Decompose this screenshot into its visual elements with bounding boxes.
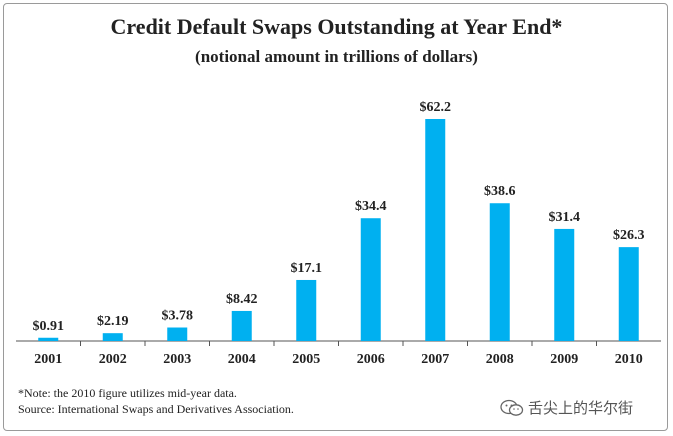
- data-label-2008: $38.6: [484, 184, 516, 199]
- chart-frame: [3, 3, 668, 431]
- bar-2009: [554, 228, 575, 341]
- data-label-2001: $0.91: [33, 319, 65, 334]
- x-tick-label-2006: 2006: [357, 352, 385, 367]
- bar-2006: [360, 218, 381, 341]
- chart-subtitle: (notional amount in trillions of dollars…: [195, 47, 478, 66]
- chart-note: *Note: the 2010 figure utilizes mid-year…: [18, 386, 237, 400]
- x-tick-label-2008: 2008: [486, 352, 514, 367]
- data-label-2005: $17.1: [291, 261, 323, 276]
- data-label-2010: $26.3: [613, 228, 645, 243]
- chart-title: Credit Default Swaps Outstanding at Year…: [110, 14, 563, 39]
- x-tick-label-2005: 2005: [292, 352, 320, 367]
- x-tick-label-2002: 2002: [99, 352, 127, 367]
- x-tick-label-2009: 2009: [550, 352, 578, 367]
- bar-2001: [38, 337, 59, 341]
- x-tick-label-2007: 2007: [421, 352, 449, 367]
- bar-2007: [425, 119, 446, 341]
- data-label-2004: $8.42: [226, 292, 258, 307]
- bar-2005: [296, 279, 317, 341]
- bar-2010: [618, 247, 639, 341]
- bar-2003: [167, 327, 188, 341]
- data-label-2003: $3.78: [162, 309, 194, 324]
- bar-2002: [102, 333, 123, 341]
- data-label-2006: $34.4: [355, 199, 387, 214]
- data-label-2002: $2.19: [97, 314, 129, 329]
- wechat-icon: [500, 399, 524, 416]
- watermark: 舌尖上的华尔街: [500, 397, 633, 418]
- x-tick-label-2004: 2004: [228, 352, 256, 367]
- bar-2008: [489, 203, 510, 341]
- data-label-2007: $62.2: [420, 100, 452, 115]
- x-tick-label-2010: 2010: [615, 352, 643, 367]
- chart-source: Source: International Swaps and Derivati…: [18, 402, 294, 416]
- bar-2004: [231, 310, 252, 341]
- data-label-2009: $31.4: [549, 210, 581, 225]
- x-tick-label-2001: 2001: [34, 352, 62, 367]
- watermark-text: 舌尖上的华尔街: [528, 399, 634, 417]
- x-tick-label-2003: 2003: [163, 352, 191, 367]
